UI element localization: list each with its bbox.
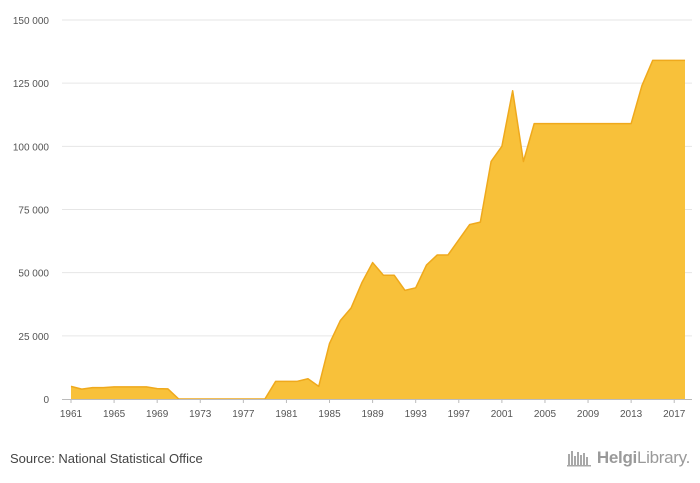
brand-name-part2: Library. bbox=[636, 448, 690, 467]
x-tick-label: 1973 bbox=[189, 409, 212, 420]
area-fill bbox=[71, 60, 685, 399]
area-series bbox=[70, 59, 685, 400]
y-tick-label: 75 000 bbox=[18, 206, 49, 217]
y-tick-label: 150 000 bbox=[13, 16, 50, 27]
x-tick-label: 2001 bbox=[491, 409, 514, 420]
area-chart: 0 25 000 50 000 75 000 100 000 125 000 150 000… bbox=[13, 16, 692, 420]
x-tick-label: 1985 bbox=[318, 409, 341, 420]
y-axis-tick-labels: 0 25 000 50 000 75 000 100 000 125 000 150 000 bbox=[13, 16, 50, 406]
bookshelf-icon bbox=[566, 451, 591, 467]
source-note: Source: National Statistical Office bbox=[10, 451, 203, 466]
y-tick-label: 100 000 bbox=[13, 142, 50, 153]
x-tick-label: 1965 bbox=[103, 409, 126, 420]
x-tick-label: 1977 bbox=[232, 409, 255, 420]
x-axis-tick-labels: 1961 1965 1969 1973 1977 1981 1985 1989 1993 1997… bbox=[60, 399, 686, 420]
brand-name-part1: Helgi bbox=[596, 448, 637, 467]
x-tick-label: 1989 bbox=[361, 409, 384, 420]
x-tick-label: 1997 bbox=[448, 409, 471, 420]
x-tick-label: 1961 bbox=[60, 409, 83, 420]
y-tick-label: 0 bbox=[43, 395, 49, 406]
y-tick-label: 125 000 bbox=[13, 79, 50, 90]
x-tick-label: 1981 bbox=[275, 409, 298, 420]
y-tick-label: 25 000 bbox=[18, 332, 49, 343]
x-tick-label: 1993 bbox=[405, 409, 428, 420]
x-tick-label: 2005 bbox=[534, 409, 557, 420]
x-tick-label: 2017 bbox=[663, 409, 686, 420]
y-tick-label: 50 000 bbox=[18, 269, 49, 280]
x-tick-label: 1969 bbox=[146, 409, 169, 420]
x-tick-label: 2009 bbox=[577, 409, 600, 420]
helgilibrary-brand[interactable]: HelgiLibrary. bbox=[566, 448, 690, 468]
area-line bbox=[70, 59, 685, 400]
x-tick-label: 2013 bbox=[620, 409, 643, 420]
